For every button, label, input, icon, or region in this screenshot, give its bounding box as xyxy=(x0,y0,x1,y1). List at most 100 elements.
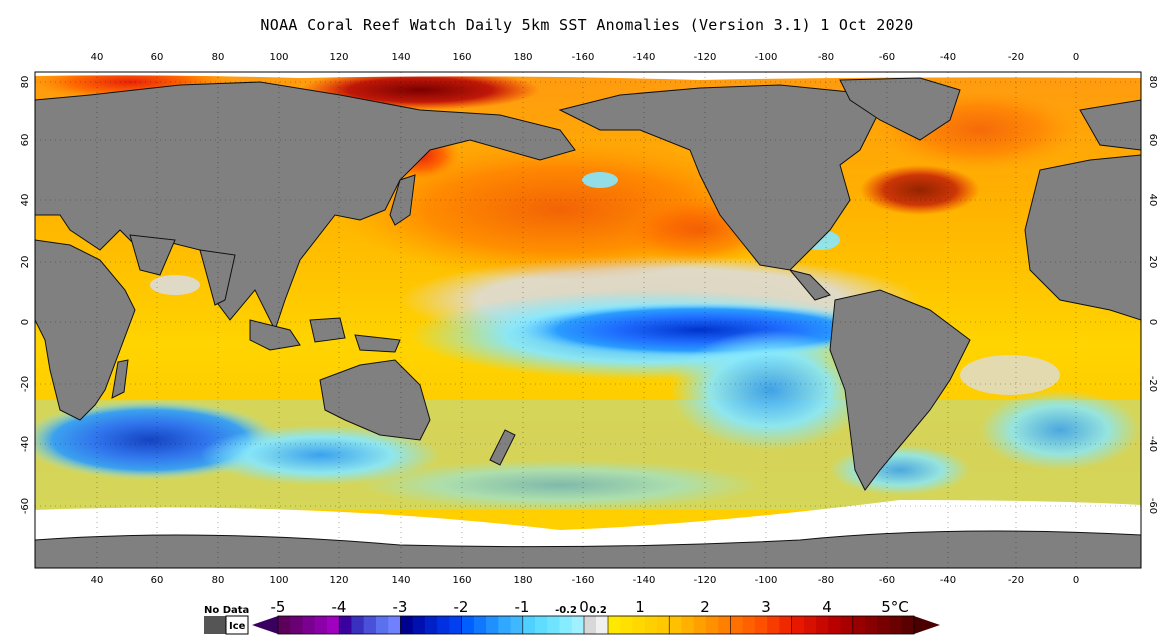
colorbar-labels: -5 -4 -3 -2 -1 -0.2 0 0.2 1 2 3 4 5°C xyxy=(271,598,909,616)
colorbar-segment xyxy=(424,616,438,634)
lat-tick-label: 60 xyxy=(20,134,31,147)
lat-tick-label: 40 xyxy=(1147,194,1158,207)
colorbar-segment xyxy=(669,616,682,634)
lon-tick-label: -100 xyxy=(755,575,778,586)
lon-tick-label: -160 xyxy=(572,575,595,586)
colorbar-tick-label: 3 xyxy=(761,598,771,616)
colorbar-segment xyxy=(608,616,621,634)
colorbar-segment xyxy=(571,616,585,634)
lon-tick-label: -160 xyxy=(572,52,595,63)
colorbar-segment xyxy=(791,616,805,634)
no-data-label: No Data xyxy=(204,605,249,616)
map-title: NOAA Coral Reef Watch Daily 5km SST Anom… xyxy=(260,16,914,34)
latitude-labels-left: 80 60 40 20 0 -20 -40 -60 xyxy=(20,76,31,515)
colorbar-segment xyxy=(437,616,450,634)
colorbar-segment xyxy=(754,616,768,634)
lat-tick-label: 40 xyxy=(20,194,31,207)
colorbar-segment xyxy=(522,616,536,634)
lon-tick-label: 140 xyxy=(391,575,410,586)
colorbar-segment xyxy=(535,616,548,634)
colorbar-segment xyxy=(620,616,633,634)
colorbar-neutral xyxy=(596,616,608,634)
colorbar-border xyxy=(277,615,915,635)
lon-tick-label: -60 xyxy=(879,52,895,63)
colorbar-segment xyxy=(326,616,340,634)
colorbar-segment xyxy=(865,616,878,634)
longitude-labels-bottom: 40 60 80 100 120 140 160 180 -160 -140 -120 -100 -80… xyxy=(91,575,1080,586)
colorbar-segment xyxy=(656,616,670,634)
colorbar-segment xyxy=(400,616,414,634)
colorbar-segment xyxy=(351,616,365,634)
lon-tick-label: 120 xyxy=(329,575,348,586)
lon-tick-label: 140 xyxy=(391,52,410,63)
lon-tick-label: -120 xyxy=(694,52,717,63)
colorbar-tick-label: -2 xyxy=(454,598,469,616)
colorbar-segment xyxy=(889,616,903,634)
colorbar-segment xyxy=(705,616,719,634)
longitude-labels-top: 40 60 80 100 120 140 160 180 -160 -140 -120 -100 -80… xyxy=(91,52,1080,63)
colorbar-segment xyxy=(449,616,463,634)
colorbar-segment xyxy=(828,616,842,634)
colorbar-segment xyxy=(363,616,377,634)
colorbar-segment xyxy=(681,616,695,634)
colorbar-segment xyxy=(388,616,401,634)
lon-tick-label: 100 xyxy=(269,575,288,586)
colorbar-max-arrow xyxy=(914,616,940,634)
colorbar-segment xyxy=(877,616,891,634)
ocean-layer xyxy=(35,72,1141,568)
lat-tick-label: -20 xyxy=(20,376,31,392)
colorbar-segment xyxy=(314,616,328,634)
lon-tick-label: 120 xyxy=(329,52,348,63)
colorbar-segment xyxy=(461,616,475,634)
lon-tick-label: -40 xyxy=(940,52,956,63)
lon-tick-label: -20 xyxy=(1008,52,1024,63)
ice-label: Ice xyxy=(229,621,246,632)
lon-tick-label: 100 xyxy=(269,52,288,63)
lon-tick-label: 160 xyxy=(452,575,471,586)
colorbar-segment xyxy=(375,616,389,634)
lon-tick-label: 60 xyxy=(151,575,164,586)
colorbar-segment xyxy=(278,616,291,634)
colorbar-segment xyxy=(767,616,780,634)
colorbar-tick-label: -1 xyxy=(515,598,530,616)
color-legend: No Data Ice -5 -4 -3 -2 -1 -0.2 0 0.2 1 2 3 4 5°C xyxy=(204,598,940,635)
colorbar-segment xyxy=(742,616,756,634)
no-data-swatch xyxy=(204,616,226,634)
colorbar-segment xyxy=(901,616,915,634)
lon-tick-label: 0 xyxy=(1073,52,1079,63)
lon-tick-label: -60 xyxy=(879,575,895,586)
lat-tick-label: 80 xyxy=(1147,76,1158,89)
colorbar-segment xyxy=(473,616,487,634)
colorbar-segment xyxy=(840,616,854,634)
lon-tick-label: 60 xyxy=(151,52,164,63)
lon-tick-label: 80 xyxy=(212,52,225,63)
colorbar-segment xyxy=(693,616,707,634)
lon-tick-label: 0 xyxy=(1073,575,1079,586)
map-frame xyxy=(34,71,1142,569)
lon-tick-label: -40 xyxy=(940,575,956,586)
lon-tick-label: -80 xyxy=(818,575,834,586)
colorbar-segment xyxy=(816,616,829,634)
lon-tick-label: -120 xyxy=(694,575,717,586)
lat-tick-label: 0 xyxy=(1147,319,1158,325)
lon-tick-label: -20 xyxy=(1008,575,1024,586)
colorbar-segment xyxy=(718,616,731,634)
lon-tick-label: 180 xyxy=(513,52,532,63)
colorbar-segment xyxy=(486,616,499,634)
lat-tick-label: 60 xyxy=(1147,134,1158,147)
land-layer xyxy=(35,77,1141,568)
colorbar-tick-label: -5 xyxy=(271,598,286,616)
lat-tick-label: 0 xyxy=(20,319,31,325)
colorbar-tick-label: 4 xyxy=(822,598,832,616)
colorbar-segment xyxy=(290,616,303,634)
colorbar xyxy=(252,615,940,635)
lon-tick-label: 160 xyxy=(452,52,471,63)
colorbar-segment xyxy=(779,616,793,634)
lat-tick-label: -40 xyxy=(20,436,31,452)
colorbar-tick-label: 0 xyxy=(579,598,589,616)
colorbar-segment xyxy=(730,616,744,634)
colorbar-tick-label: -3 xyxy=(393,598,408,616)
lat-tick-label: -40 xyxy=(1147,436,1158,452)
colorbar-segment xyxy=(498,616,512,634)
colorbar-tick-label: 5°C xyxy=(881,598,909,616)
